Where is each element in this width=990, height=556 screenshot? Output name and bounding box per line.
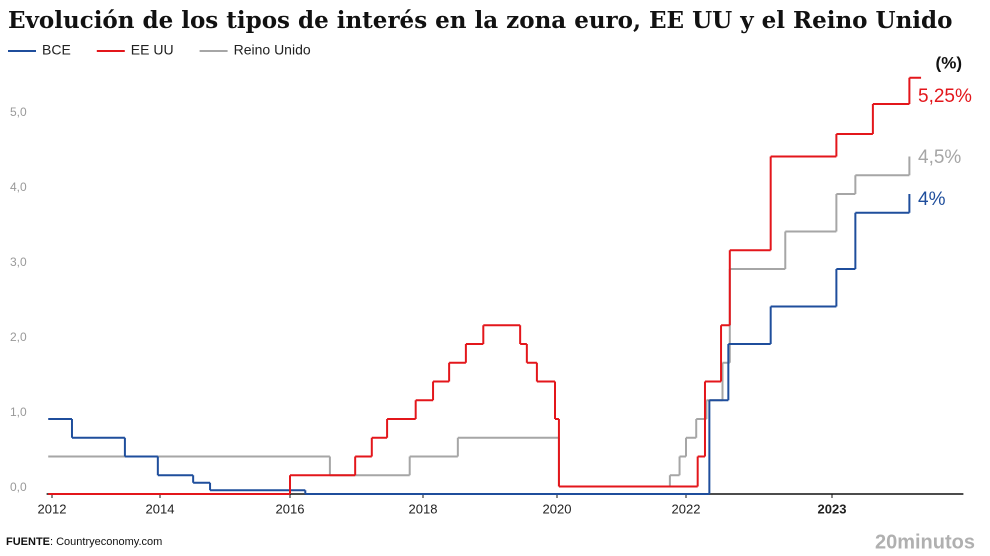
x-tick-label: 2023 — [818, 501, 847, 516]
end-label: 4% — [918, 189, 946, 210]
legend-label: Reino Unido — [234, 42, 311, 58]
y-tick-label: 0,0 — [10, 480, 27, 494]
source-label: FUENTE — [6, 536, 50, 548]
unit-label: (%) — [936, 53, 962, 72]
x-tick-label: 2012 — [38, 501, 67, 516]
x-tick-label: 2016 — [276, 501, 305, 516]
chart-title: Evolución de los tipos de interés en la … — [8, 7, 952, 34]
end-label: 4,5% — [918, 147, 961, 168]
brand: 20minutos — [875, 531, 975, 553]
end-label: 5,25% — [918, 86, 972, 107]
x-tick-label: 2014 — [146, 501, 175, 516]
source: : Countryeconomy.com — [50, 536, 162, 548]
y-tick-label: 3,0 — [10, 255, 27, 269]
y-tick-label: 5,0 — [10, 105, 27, 119]
x-tick-label: 2022 — [672, 501, 701, 516]
legend-label: EE UU — [131, 42, 174, 58]
x-tick-label: 2020 — [543, 501, 572, 516]
y-tick-label: 1,0 — [10, 405, 27, 419]
x-tick-label: 2018 — [409, 501, 438, 516]
y-tick-label: 2,0 — [10, 330, 27, 344]
legend-label: BCE — [42, 42, 71, 58]
y-tick-label: 4,0 — [10, 180, 27, 194]
